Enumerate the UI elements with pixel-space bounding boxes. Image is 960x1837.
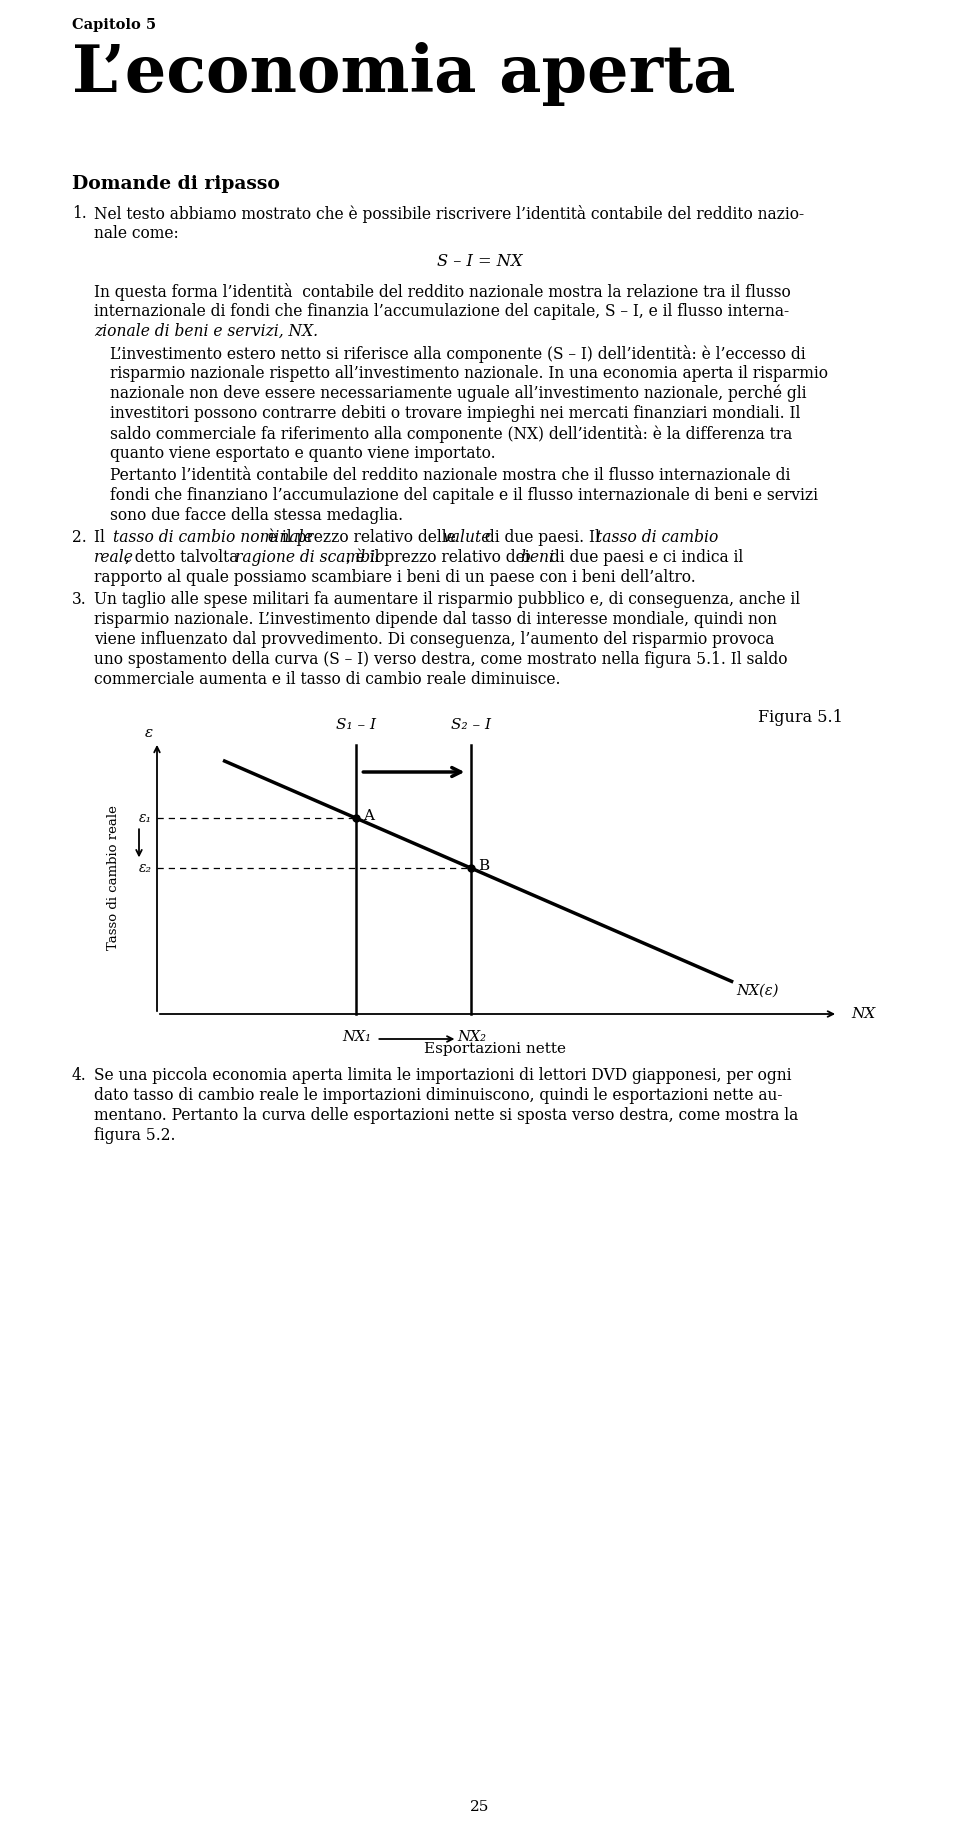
Text: zionale di beni e servizi, NX.: zionale di beni e servizi, NX. bbox=[94, 323, 318, 340]
Text: è il prezzo relativo delle: è il prezzo relativo delle bbox=[262, 529, 460, 546]
Text: tasso di cambio: tasso di cambio bbox=[596, 529, 718, 546]
Text: Figura 5.1: Figura 5.1 bbox=[758, 709, 843, 726]
Text: nale come:: nale come: bbox=[94, 224, 179, 242]
Text: figura 5.2.: figura 5.2. bbox=[94, 1128, 176, 1144]
Text: viene influenzato dal provvedimento. Di conseguenza, l’aumento del risparmio pro: viene influenzato dal provvedimento. Di … bbox=[94, 630, 775, 648]
Text: S₂ – I: S₂ – I bbox=[451, 718, 492, 731]
Text: ragione di scambio: ragione di scambio bbox=[234, 549, 384, 566]
Text: tasso di cambio nominale: tasso di cambio nominale bbox=[113, 529, 313, 546]
Text: reale: reale bbox=[94, 549, 133, 566]
Text: Pertanto l’identità contabile del reddito nazionale mostra che il flusso interna: Pertanto l’identità contabile del reddit… bbox=[110, 467, 790, 483]
Text: 2.: 2. bbox=[72, 529, 86, 546]
Text: di due paesi e ci indica il: di due paesi e ci indica il bbox=[545, 549, 743, 566]
Text: ε₁: ε₁ bbox=[139, 812, 152, 825]
Text: In questa forma l’identità  contabile del reddito nazionale mostra la relazione : In questa forma l’identità contabile del… bbox=[94, 283, 791, 301]
Text: , detto talvolta: , detto talvolta bbox=[125, 549, 243, 566]
Text: dato tasso di cambio reale le importazioni diminuiscono, quindi le esportazioni : dato tasso di cambio reale le importazio… bbox=[94, 1088, 782, 1104]
Text: investitori possono contrarre debiti o trovare impieghi nei mercati finanziari m: investitori possono contrarre debiti o t… bbox=[110, 404, 801, 423]
Text: risparmio nazionale rispetto all’investimento nazionale. In una economia aperta : risparmio nazionale rispetto all’investi… bbox=[110, 366, 828, 382]
Text: saldo commerciale fa riferimento alla componente (NX) dell’identità: è la differ: saldo commerciale fa riferimento alla co… bbox=[110, 424, 792, 443]
Text: Un taglio alle spese militari fa aumentare il risparmio pubblico e, di conseguen: Un taglio alle spese militari fa aumenta… bbox=[94, 592, 800, 608]
Text: 1.: 1. bbox=[72, 206, 86, 222]
Text: 25: 25 bbox=[470, 1800, 490, 1813]
Text: nazionale non deve essere necessariamente uguale all’investimento nazionale, per: nazionale non deve essere necessariament… bbox=[110, 386, 806, 402]
Text: internazionale di fondi che finanzia l’accumulazione del capitale, S – I, e il f: internazionale di fondi che finanzia l’a… bbox=[94, 303, 789, 320]
Text: 4.: 4. bbox=[72, 1067, 86, 1084]
Text: L’investimento estero netto si riferisce alla componente (S – I) dell’identità: : L’investimento estero netto si riferisce… bbox=[110, 345, 805, 364]
Text: Nel testo abbiamo mostrato che è possibile riscrivere l’identità contabile del r: Nel testo abbiamo mostrato che è possibi… bbox=[94, 206, 804, 222]
Text: , è il prezzo relativo dei: , è il prezzo relativo dei bbox=[347, 549, 535, 566]
Text: 3.: 3. bbox=[72, 592, 86, 608]
Text: Capitolo 5: Capitolo 5 bbox=[72, 18, 156, 31]
Text: B: B bbox=[478, 860, 490, 873]
Text: risparmio nazionale. L’investimento dipende dal tasso di interesse mondiale, qui: risparmio nazionale. L’investimento dipe… bbox=[94, 612, 777, 628]
Text: Tasso di cambio reale: Tasso di cambio reale bbox=[107, 806, 120, 950]
Text: rapporto al quale possiamo scambiare i beni di un paese con i beni dell’altro.: rapporto al quale possiamo scambiare i b… bbox=[94, 569, 696, 586]
Text: valute: valute bbox=[443, 529, 492, 546]
Text: L’economia aperta: L’economia aperta bbox=[72, 42, 735, 107]
Text: NX₂: NX₂ bbox=[457, 1031, 486, 1043]
Text: ε₂: ε₂ bbox=[139, 862, 152, 874]
Text: fondi che finanziano l’accumulazione del capitale e il flusso internazionale di : fondi che finanziano l’accumulazione del… bbox=[110, 487, 818, 503]
Text: NX₁: NX₁ bbox=[342, 1031, 371, 1043]
Text: NX(ε): NX(ε) bbox=[736, 983, 780, 997]
Text: NX: NX bbox=[851, 1007, 876, 1021]
Text: beni: beni bbox=[520, 549, 554, 566]
Text: uno spostamento della curva (S – I) verso destra, come mostrato nella figura 5.1: uno spostamento della curva (S – I) vers… bbox=[94, 650, 787, 669]
Text: Domande di ripasso: Domande di ripasso bbox=[72, 175, 280, 193]
Text: Se una piccola economia aperta limita le importazioni di lettori DVD giapponesi,: Se una piccola economia aperta limita le… bbox=[94, 1067, 791, 1084]
Text: ε: ε bbox=[145, 726, 153, 740]
Text: S₁ – I: S₁ – I bbox=[336, 718, 376, 731]
Text: di due paesi. Il: di due paesi. Il bbox=[480, 529, 605, 546]
Text: Il: Il bbox=[94, 529, 109, 546]
Text: Esportazioni nette: Esportazioni nette bbox=[424, 1042, 566, 1056]
Text: sono due facce della stessa medaglia.: sono due facce della stessa medaglia. bbox=[110, 507, 403, 524]
Text: quanto viene esportato e quanto viene importato.: quanto viene esportato e quanto viene im… bbox=[110, 445, 495, 461]
Text: A: A bbox=[364, 810, 374, 823]
Text: S – I = NX: S – I = NX bbox=[437, 254, 523, 270]
Text: mentano. Pertanto la curva delle esportazioni nette si sposta verso destra, come: mentano. Pertanto la curva delle esporta… bbox=[94, 1108, 799, 1124]
Text: commerciale aumenta e il tasso di cambio reale diminuisce.: commerciale aumenta e il tasso di cambio… bbox=[94, 671, 561, 689]
